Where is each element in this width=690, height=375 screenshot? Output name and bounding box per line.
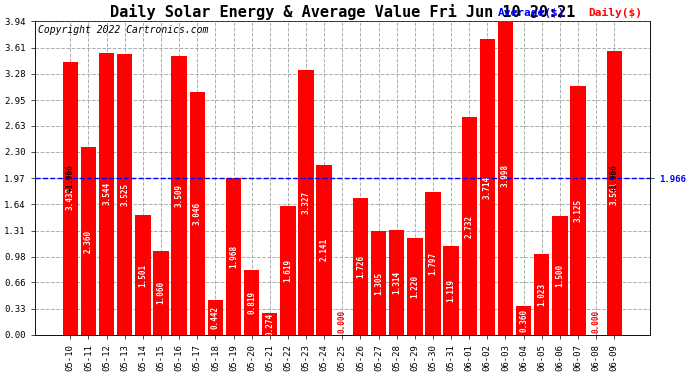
Bar bbox=[534, 254, 549, 335]
Text: 2.360: 2.360 bbox=[84, 230, 93, 253]
Bar bbox=[244, 270, 259, 335]
Bar bbox=[81, 147, 96, 335]
Bar bbox=[552, 216, 568, 335]
Bar bbox=[117, 54, 132, 335]
Bar bbox=[135, 216, 150, 335]
Text: 0.360: 0.360 bbox=[519, 309, 528, 332]
Bar bbox=[226, 178, 241, 335]
Bar bbox=[262, 313, 277, 335]
Bar bbox=[99, 53, 115, 335]
Text: 3.561: 3.561 bbox=[610, 182, 619, 205]
Bar bbox=[63, 62, 78, 335]
Bar bbox=[171, 56, 187, 335]
Text: 1.060: 1.060 bbox=[157, 281, 166, 304]
Text: 0.442: 0.442 bbox=[211, 306, 220, 329]
Text: 1.619: 1.619 bbox=[284, 259, 293, 282]
Text: 0.000: 0.000 bbox=[591, 310, 600, 333]
Bar bbox=[280, 206, 295, 335]
Text: 2.732: 2.732 bbox=[465, 214, 474, 238]
Bar bbox=[480, 39, 495, 335]
Bar bbox=[425, 192, 441, 335]
Text: 1.968: 1.968 bbox=[229, 245, 238, 268]
Text: Copyright 2022 Cartronics.com: Copyright 2022 Cartronics.com bbox=[38, 25, 208, 35]
Text: 3.432: 3.432 bbox=[66, 187, 75, 210]
Text: 1.023: 1.023 bbox=[538, 283, 546, 306]
Text: 1.797: 1.797 bbox=[428, 252, 437, 275]
Text: 1.726: 1.726 bbox=[356, 255, 365, 278]
Text: 0.000: 0.000 bbox=[338, 310, 347, 333]
Bar bbox=[353, 198, 368, 335]
Text: 3.125: 3.125 bbox=[573, 199, 582, 222]
Text: 3.998: 3.998 bbox=[501, 164, 510, 188]
Text: Average($): Average($) bbox=[498, 8, 566, 18]
Bar bbox=[298, 70, 314, 335]
Bar bbox=[571, 86, 586, 335]
Bar bbox=[371, 231, 386, 335]
Text: 3.509: 3.509 bbox=[175, 184, 184, 207]
Bar bbox=[190, 93, 205, 335]
Text: 0.274: 0.274 bbox=[265, 312, 275, 336]
Text: 1.501: 1.501 bbox=[139, 264, 148, 287]
Text: 3.327: 3.327 bbox=[302, 191, 310, 214]
Bar bbox=[208, 300, 223, 335]
Text: 1.220: 1.220 bbox=[411, 275, 420, 298]
Text: 1.500: 1.500 bbox=[555, 264, 564, 287]
Text: 1.314: 1.314 bbox=[392, 271, 401, 294]
Text: 3.046: 3.046 bbox=[193, 202, 201, 225]
Bar bbox=[153, 251, 169, 335]
Title: Daily Solar Energy & Average Value Fri Jun 10 20:21: Daily Solar Energy & Average Value Fri J… bbox=[110, 4, 575, 20]
Text: 1.305: 1.305 bbox=[374, 272, 383, 294]
Text: 2.141: 2.141 bbox=[319, 238, 328, 261]
Bar bbox=[444, 246, 459, 335]
Bar bbox=[407, 238, 422, 335]
Bar bbox=[462, 117, 477, 335]
Text: +1.966: +1.966 bbox=[66, 165, 75, 192]
Bar bbox=[389, 230, 404, 335]
Text: 3.714: 3.714 bbox=[483, 176, 492, 199]
Bar bbox=[607, 51, 622, 335]
Text: 3.544: 3.544 bbox=[102, 182, 111, 206]
Text: Daily($): Daily($) bbox=[588, 8, 642, 18]
Text: 0.819: 0.819 bbox=[247, 291, 256, 314]
Bar bbox=[497, 17, 513, 335]
Bar bbox=[317, 165, 332, 335]
Text: 3.525: 3.525 bbox=[120, 183, 129, 206]
Bar bbox=[516, 306, 531, 335]
Text: 1.119: 1.119 bbox=[446, 279, 455, 302]
Text: +1.966: +1.966 bbox=[610, 165, 619, 192]
